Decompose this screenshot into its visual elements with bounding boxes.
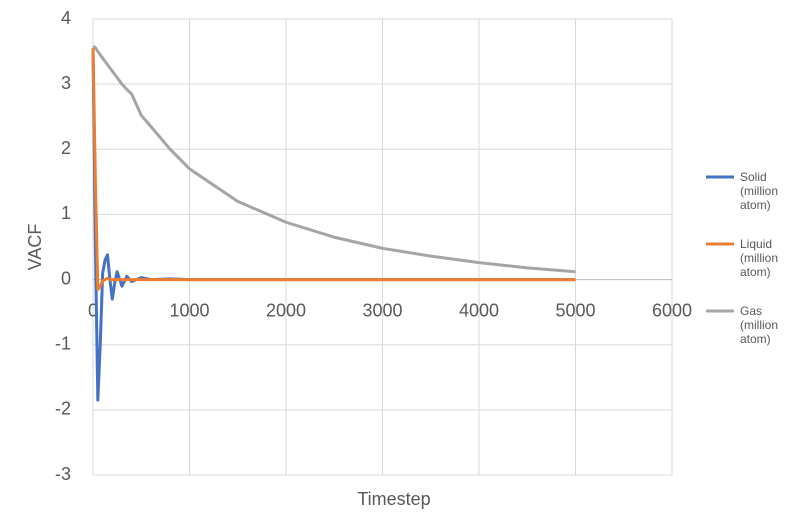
y-tick-label: 1 — [61, 203, 71, 223]
y-tick-label: 2 — [61, 138, 71, 158]
x-tick-label: 5000 — [555, 300, 595, 320]
x-tick-label: 6000 — [652, 300, 692, 320]
x-axis-label: Timestep — [357, 489, 430, 509]
x-tick-label: 2000 — [266, 300, 306, 320]
legend-label: Gas (million atom) — [740, 304, 779, 346]
legend-label: Solid (million atom) — [740, 170, 779, 212]
y-tick-label: 3 — [61, 73, 71, 93]
legend-label: Liquid (million atom) — [740, 237, 779, 279]
x-tick-label: 0 — [88, 300, 98, 320]
y-tick-label: 4 — [61, 8, 71, 28]
x-tick-label: 4000 — [459, 300, 499, 320]
y-tick-label: -1 — [55, 333, 71, 353]
y-tick-label: 0 — [61, 268, 71, 288]
y-axis-label: VACF — [25, 224, 45, 271]
series-line — [91, 48, 576, 402]
y-tick-label: -2 — [55, 399, 71, 419]
series-line — [91, 48, 576, 291]
x-tick-label: 1000 — [169, 300, 209, 320]
x-tick-label: 3000 — [362, 300, 402, 320]
y-tick-label: -3 — [55, 464, 71, 484]
series-line — [92, 45, 576, 274]
